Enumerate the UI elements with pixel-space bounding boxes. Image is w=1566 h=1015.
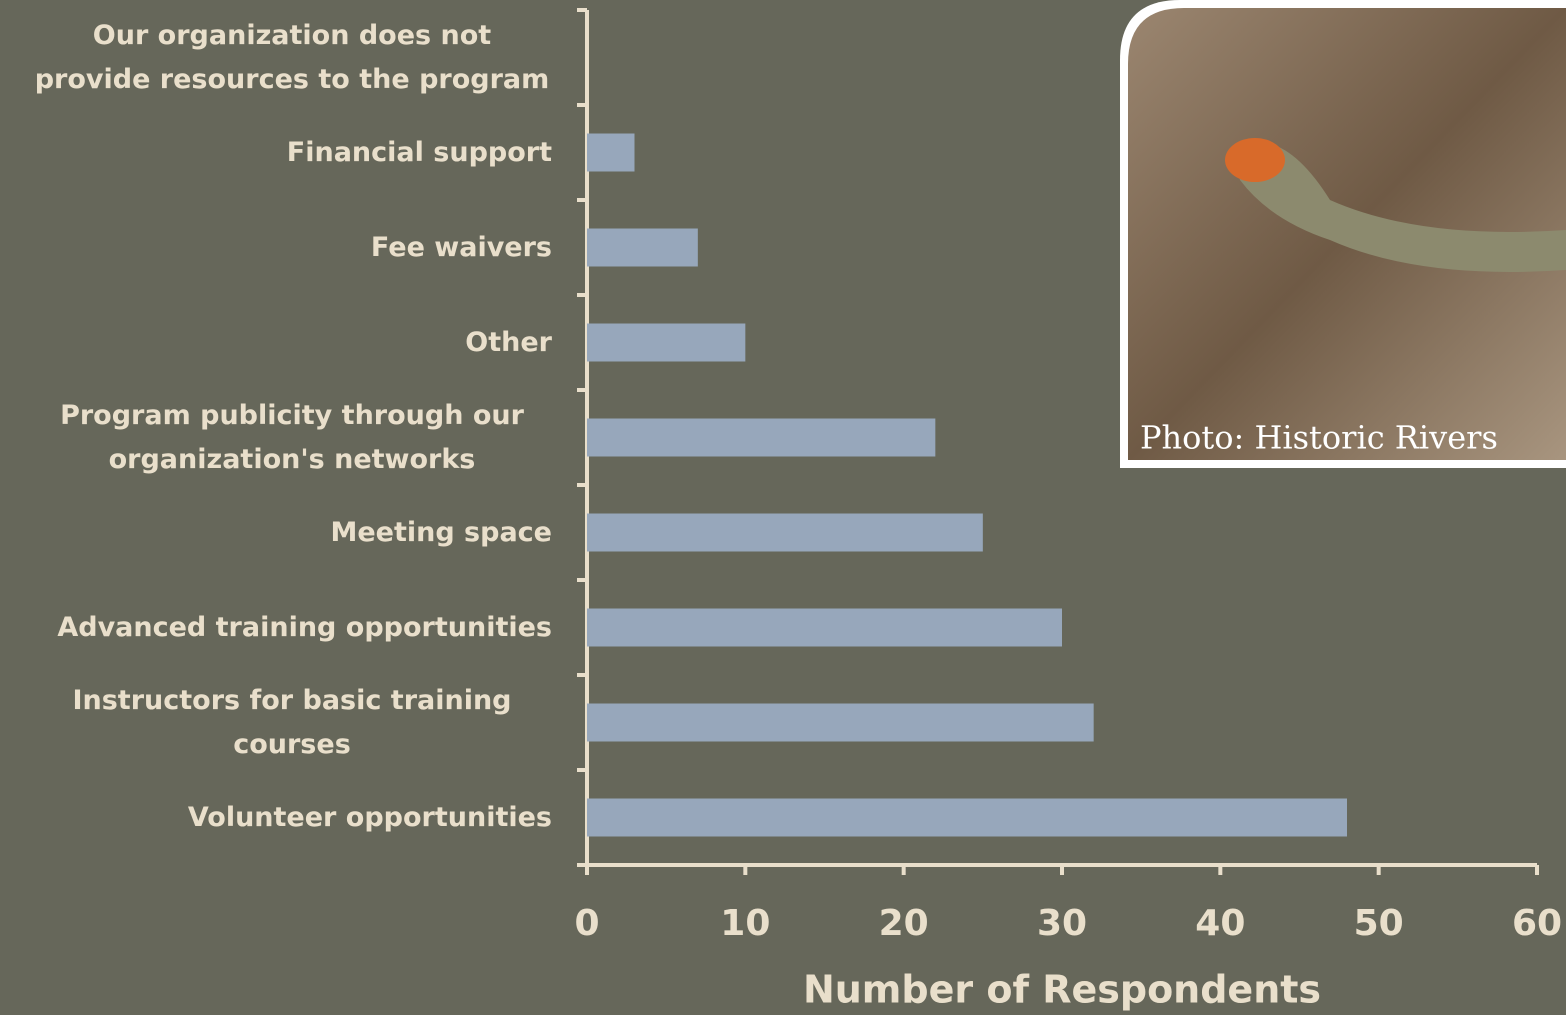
y-tick-label: Meeting space: [330, 516, 552, 548]
bar: [587, 703, 1094, 742]
bar: [587, 608, 1062, 647]
bar: [587, 513, 983, 552]
x-tick-label: 40: [1195, 903, 1245, 944]
x-tick-label: 30: [1037, 903, 1087, 944]
photo-caption: Photo: Historic Rivers: [1140, 419, 1498, 457]
y-tick-label: Financial support: [286, 136, 552, 168]
photo-lizard: [1230, 141, 1566, 272]
photo: Photo: Historic Rivers: [1120, 0, 1566, 468]
x-axis-title: Number of Respondents: [803, 968, 1321, 1012]
y-tick-label: Program publicity through our organizati…: [60, 399, 524, 475]
bar: [587, 133, 635, 172]
x-tick-label: 60: [1512, 903, 1562, 944]
x-tick-label: 10: [720, 903, 770, 944]
y-tick-label: Instructors for basic training courses: [72, 684, 512, 760]
y-tick-label: Advanced training opportunities: [57, 611, 552, 643]
x-tick-label: 20: [879, 903, 929, 944]
bar: [587, 228, 698, 267]
y-tick-label: Other: [465, 326, 552, 358]
x-tick-label: 0: [574, 903, 599, 944]
x-tick-label: 50: [1354, 903, 1404, 944]
bar: [587, 323, 746, 362]
bar: [587, 418, 936, 457]
y-tick-label: Volunteer opportunities: [187, 801, 552, 833]
y-tick-label: Our organization does not provide resour…: [34, 19, 550, 95]
y-tick-label: Fee waivers: [370, 231, 552, 263]
bar: [587, 798, 1347, 837]
photo-lizard-head: [1225, 138, 1285, 182]
